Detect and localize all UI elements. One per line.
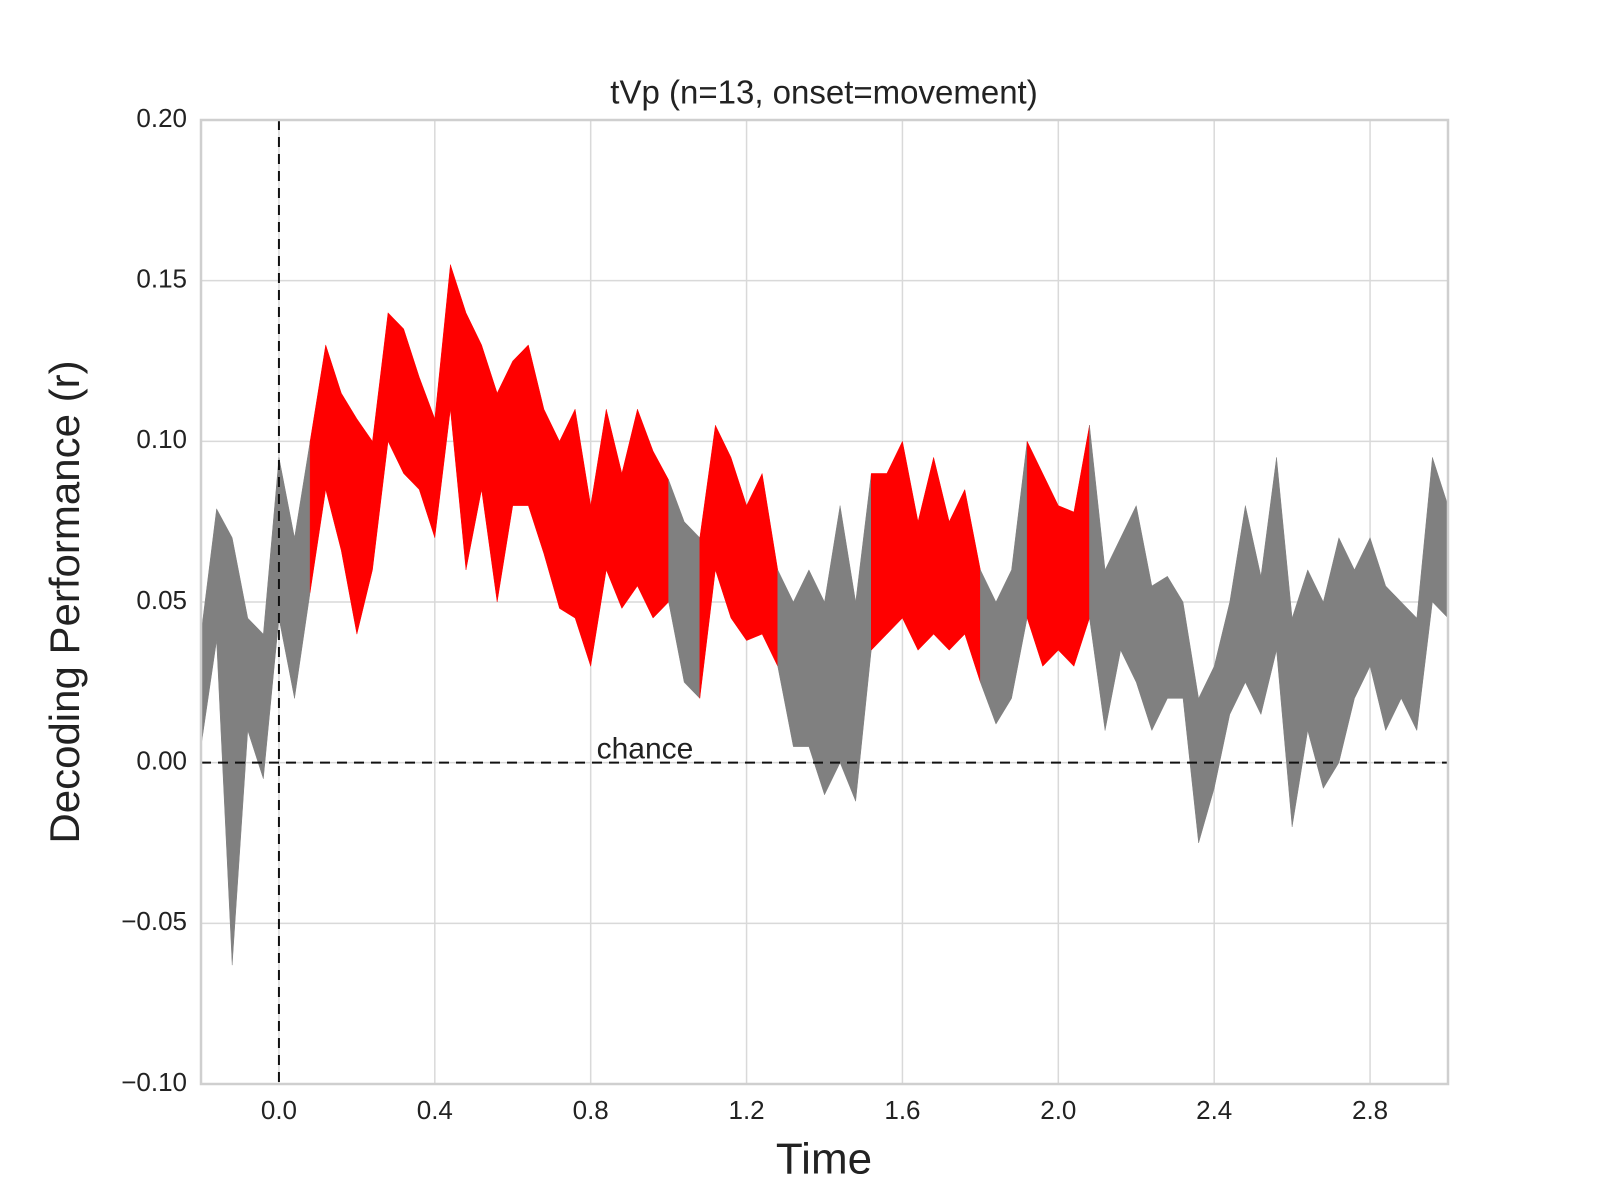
band: [777, 473, 872, 802]
chance-label: chance: [597, 733, 694, 766]
x-tick-label: 0.8: [573, 1095, 609, 1125]
y-tick-label: −0.10: [121, 1067, 187, 1097]
band: [1089, 425, 1449, 844]
band: [668, 479, 701, 700]
chart-title: tVp (n=13, onset=movement): [610, 74, 1037, 111]
y-tick-label: 0.10: [136, 424, 187, 454]
x-tick-label: 1.2: [728, 1095, 764, 1125]
y-tick-label: 0.15: [136, 264, 187, 294]
band: [980, 441, 1028, 725]
x-tick-label: 2.8: [1352, 1095, 1388, 1125]
x-tick-label: 0.4: [417, 1095, 453, 1125]
x-tick-label: 0.0: [261, 1095, 297, 1125]
significant-band: [871, 440, 981, 683]
x-tick-label: 2.0: [1040, 1095, 1076, 1125]
y-tick-label: 0.05: [136, 585, 187, 615]
plot-frame: [199, 118, 1450, 1086]
x-axis-label: Time: [776, 1135, 872, 1184]
significant-band: [699, 424, 778, 699]
significant-band: [309, 264, 669, 667]
y-tick-label: 0.20: [136, 103, 187, 133]
y-axis-label: Decoding Performance (r): [41, 360, 88, 843]
band: [200, 441, 311, 966]
y-tick-label: −0.05: [121, 906, 187, 936]
y-tick-label: 0.00: [136, 746, 187, 776]
x-tick-label: 2.4: [1196, 1095, 1232, 1125]
x-tick-label: 1.6: [884, 1095, 920, 1125]
